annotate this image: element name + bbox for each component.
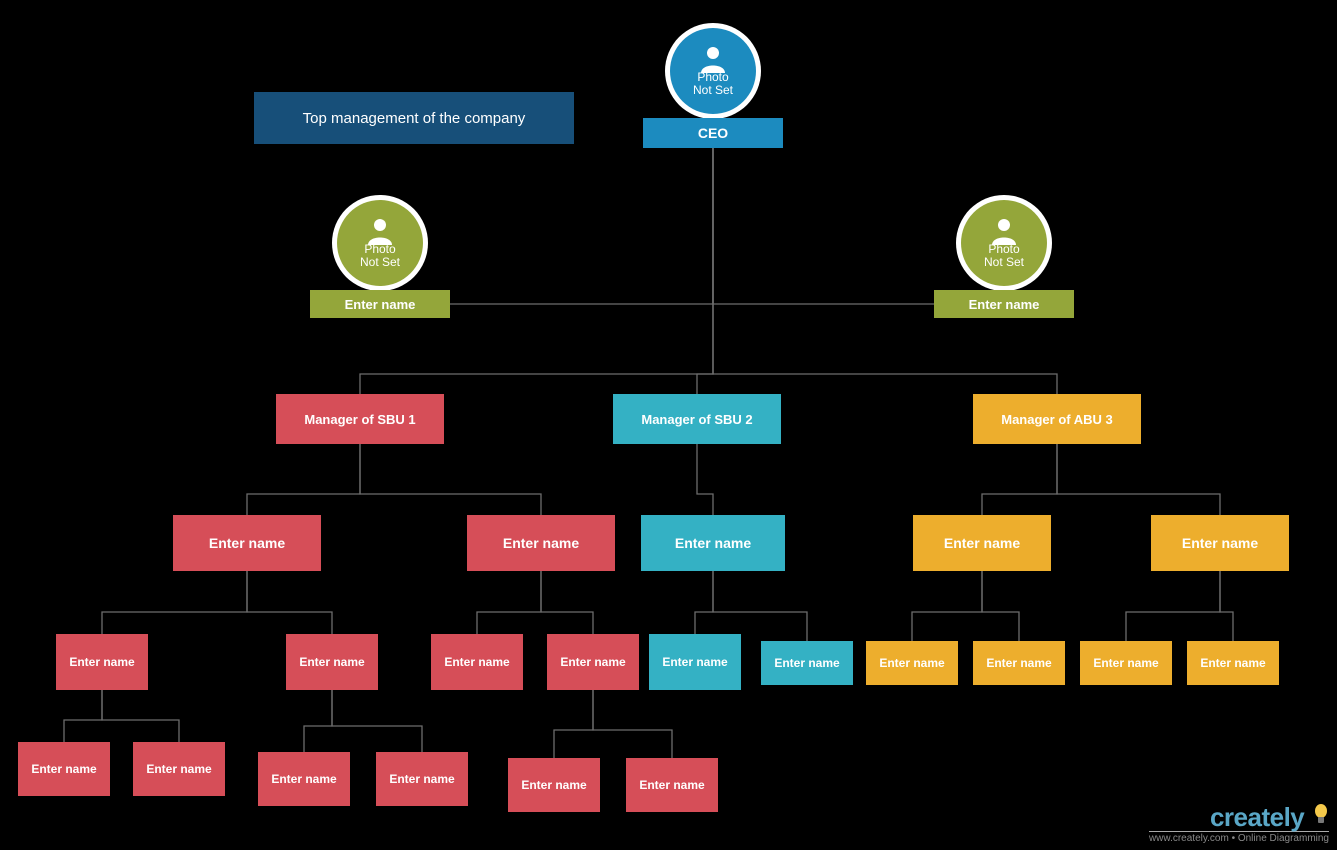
org-node-r1b2a[interactable]: Enter name bbox=[508, 758, 600, 812]
org-node-r1a1[interactable]: Enter name bbox=[56, 634, 148, 690]
org-node-label: Enter name bbox=[69, 655, 134, 669]
edge-m3-r3a bbox=[982, 444, 1057, 515]
left-avatar[interactable]: PhotoNot Set bbox=[332, 195, 428, 291]
edge-m1-r1a bbox=[247, 444, 360, 515]
edge-r1b-r1b2 bbox=[541, 571, 593, 634]
org-node-r3a2[interactable]: Enter name bbox=[973, 641, 1065, 685]
org-node-label: Enter name bbox=[969, 297, 1040, 312]
org-node-label: Enter name bbox=[986, 656, 1051, 670]
edge-r1b2-r1b2a bbox=[554, 690, 593, 758]
edge-r3a-r3a1 bbox=[912, 571, 982, 641]
org-node-r1a1b[interactable]: Enter name bbox=[133, 742, 225, 796]
edge-r3b-r3b1 bbox=[1126, 571, 1220, 641]
org-node-label: Enter name bbox=[560, 655, 625, 669]
org-node-label: Enter name bbox=[879, 656, 944, 670]
watermark-tagline: www.creately.com • Online Diagramming bbox=[1149, 831, 1329, 844]
edge-r3b-r3b2 bbox=[1220, 571, 1233, 641]
edge-r2a-r2a2 bbox=[713, 571, 807, 641]
photo-placeholder-text: PhotoNot Set bbox=[693, 71, 733, 97]
edge-ceo-m2 bbox=[697, 148, 713, 394]
edge-r1a-r1a1 bbox=[102, 571, 247, 634]
org-node-r1a2b[interactable]: Enter name bbox=[376, 752, 468, 806]
org-node-l2b[interactable]: Enter name bbox=[934, 290, 1074, 318]
edge-r3a-r3a2 bbox=[982, 571, 1019, 641]
ceo-avatar[interactable]: PhotoNot Set bbox=[665, 23, 761, 119]
photo-placeholder-text: PhotoNot Set bbox=[984, 243, 1024, 269]
creately-watermark: creately www.creately.com • Online Diagr… bbox=[1149, 802, 1329, 844]
edge-r1a2-r1a2a bbox=[304, 690, 332, 752]
org-node-m1[interactable]: Manager of SBU 1 bbox=[276, 394, 444, 444]
org-node-r3b[interactable]: Enter name bbox=[1151, 515, 1289, 571]
org-node-label: Enter name bbox=[1093, 656, 1158, 670]
edge-r1b2-r1b2b bbox=[593, 690, 672, 758]
org-node-label: Manager of SBU 1 bbox=[304, 412, 415, 427]
org-node-label: Enter name bbox=[675, 535, 751, 551]
photo-placeholder-text: PhotoNot Set bbox=[360, 243, 400, 269]
org-node-r1a2[interactable]: Enter name bbox=[286, 634, 378, 690]
org-node-label: Enter name bbox=[1200, 656, 1265, 670]
edge-m1-r1b bbox=[360, 444, 541, 515]
org-node-m3[interactable]: Manager of ABU 3 bbox=[973, 394, 1141, 444]
org-node-label: Enter name bbox=[209, 535, 285, 551]
edge-m2-r2a bbox=[697, 444, 713, 515]
org-node-label: Enter name bbox=[944, 535, 1020, 551]
edge-r1a-r1a2 bbox=[247, 571, 332, 634]
org-node-label: Enter name bbox=[444, 655, 509, 669]
org-node-label: Manager of SBU 2 bbox=[641, 412, 752, 427]
org-node-m2[interactable]: Manager of SBU 2 bbox=[613, 394, 781, 444]
edge-ceo-l2a bbox=[380, 148, 713, 304]
org-node-label: Enter name bbox=[503, 535, 579, 551]
edge-r1a2-r1a2b bbox=[332, 690, 422, 752]
org-node-r2a1[interactable]: Enter name bbox=[649, 634, 741, 690]
org-node-label: Enter name bbox=[639, 778, 704, 792]
title-banner: Top management of the company bbox=[254, 92, 574, 144]
org-node-label: Enter name bbox=[345, 297, 416, 312]
org-node-label: Enter name bbox=[299, 655, 364, 669]
org-node-r2a2[interactable]: Enter name bbox=[761, 641, 853, 685]
org-node-r1a1a[interactable]: Enter name bbox=[18, 742, 110, 796]
person-icon bbox=[365, 217, 395, 245]
org-node-l2a[interactable]: Enter name bbox=[310, 290, 450, 318]
org-node-label: Enter name bbox=[1182, 535, 1258, 551]
watermark-brand-text: creately bbox=[1210, 802, 1304, 832]
person-icon bbox=[989, 217, 1019, 245]
org-node-r3a1[interactable]: Enter name bbox=[866, 641, 958, 685]
org-node-r1b2[interactable]: Enter name bbox=[547, 634, 639, 690]
org-node-r1a[interactable]: Enter name bbox=[173, 515, 321, 571]
org-node-r3a[interactable]: Enter name bbox=[913, 515, 1051, 571]
edge-m3-r3b bbox=[1057, 444, 1220, 515]
org-node-label: Enter name bbox=[662, 655, 727, 669]
org-node-label: Manager of ABU 3 bbox=[1001, 412, 1112, 427]
org-node-r1b2b[interactable]: Enter name bbox=[626, 758, 718, 812]
lightbulb-icon bbox=[1313, 802, 1329, 830]
org-node-r2a[interactable]: Enter name bbox=[641, 515, 785, 571]
watermark-brand: creately bbox=[1149, 802, 1329, 833]
right-avatar[interactable]: PhotoNot Set bbox=[956, 195, 1052, 291]
org-node-label: Enter name bbox=[31, 762, 96, 776]
edge-r2a-r2a1 bbox=[695, 571, 713, 634]
title-text: Top management of the company bbox=[303, 110, 526, 127]
org-node-label: Enter name bbox=[389, 772, 454, 786]
org-node-r3b2[interactable]: Enter name bbox=[1187, 641, 1279, 685]
org-node-label: Enter name bbox=[774, 656, 839, 670]
org-node-ceo[interactable]: CEO bbox=[643, 118, 783, 148]
org-node-label: Enter name bbox=[146, 762, 211, 776]
edge-r1a1-r1a1b bbox=[102, 690, 179, 742]
person-icon bbox=[698, 45, 728, 73]
org-node-r1b1[interactable]: Enter name bbox=[431, 634, 523, 690]
org-node-r3b1[interactable]: Enter name bbox=[1080, 641, 1172, 685]
org-node-r1a2a[interactable]: Enter name bbox=[258, 752, 350, 806]
org-node-label: Enter name bbox=[521, 778, 586, 792]
org-node-label: CEO bbox=[698, 125, 728, 141]
org-node-r1b[interactable]: Enter name bbox=[467, 515, 615, 571]
edge-r1a1-r1a1a bbox=[64, 690, 102, 742]
org-node-label: Enter name bbox=[271, 772, 336, 786]
edge-r1b-r1b1 bbox=[477, 571, 541, 634]
